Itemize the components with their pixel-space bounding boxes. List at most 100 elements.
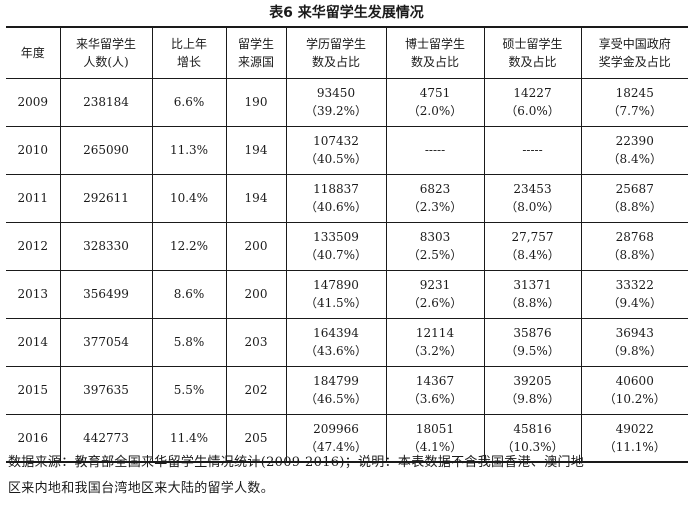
cell-year: 2011: [6, 174, 60, 223]
table-row: 2015 397635 5.5% 202 184799 （46.5%） 14367 （3.6%…: [6, 366, 688, 415]
cell-total: 328330: [59, 222, 152, 271]
cell-growth: 5.5%: [151, 366, 226, 415]
master-count: 14227: [513, 86, 552, 100]
cell-total: 442773: [59, 414, 152, 463]
header-text: 奖学金及占比: [598, 54, 671, 69]
master-share: （8.4%）: [505, 248, 560, 262]
cell-countries: 200: [225, 222, 286, 271]
scholarship-count: 22390: [615, 134, 654, 148]
cell-growth: 8.6%: [151, 270, 226, 319]
cell-growth: 11.3%: [151, 126, 226, 175]
cell-master: 23453 （8.0%）: [483, 174, 581, 223]
cell-master: -----: [483, 126, 581, 175]
header-cell: 年度: [6, 26, 60, 79]
cell-scholarship: 33322 （9.4%）: [580, 270, 688, 319]
master-share: （9.5%）: [505, 344, 560, 358]
cell-year: 2012: [6, 222, 60, 271]
cell-growth: 5.8%: [151, 318, 226, 367]
scholarship-share: （8.8%）: [607, 200, 663, 214]
header-text: 人数(人): [83, 54, 129, 69]
header-text: 博士留学生: [404, 36, 465, 51]
scholarship-count: 18245: [615, 86, 654, 100]
master-count: 31371: [513, 278, 552, 292]
cell-year: 2015: [6, 366, 60, 415]
degree-count: 147890: [313, 278, 359, 292]
phd-count: 18051: [415, 421, 455, 436]
degree-share: （40.6%）: [304, 200, 368, 214]
header-cell: 学历留学生 数及占比: [285, 26, 386, 79]
cell-phd: 14367 （3.6%）: [385, 366, 484, 415]
scholarship-count: 49022: [615, 421, 654, 436]
cell-master: 31371 （8.8%）: [483, 270, 581, 319]
cell-year: 2010: [6, 126, 60, 175]
cell-scholarship: 28768 （8.8%）: [580, 222, 688, 271]
degree-share: （40.5%）: [304, 152, 368, 166]
table-row: 2014 377054 5.8% 203 164394 （43.6%） 12114 （3.2%…: [6, 318, 688, 367]
degree-count: 133509: [313, 230, 359, 244]
cell-phd: -----: [385, 126, 484, 175]
scholarship-count: 33322: [615, 278, 654, 292]
cell-countries: 202: [225, 366, 286, 415]
phd-share: （2.5%）: [407, 248, 463, 262]
scholarship-share: （9.4%）: [607, 296, 663, 310]
phd-count: 14367: [415, 374, 455, 388]
cell-scholarship: 49022 （11.1%）: [580, 414, 688, 463]
header-cell: 享受中国政府 奖学金及占比: [580, 26, 688, 79]
cell-total: 265090: [59, 126, 152, 175]
degree-count: 184799: [313, 374, 359, 388]
cell-year: 2009: [6, 78, 60, 127]
scholarship-share: （8.8%）: [607, 248, 663, 262]
phd-count: 4751: [419, 86, 451, 100]
cell-master: 14227 （6.0%）: [483, 78, 581, 127]
cell-countries: 200: [225, 270, 286, 319]
scholarship-count: 28768: [615, 230, 654, 244]
scholarship-count: 25687: [615, 182, 654, 196]
master-share: （6.0%）: [505, 104, 560, 118]
master-share: （8.0%）: [505, 200, 560, 214]
cell-total: 356499: [59, 270, 152, 319]
cell-degree: 164394 （43.6%）: [285, 318, 386, 367]
cell-year: 2014: [6, 318, 60, 367]
cell-countries: 205: [225, 414, 286, 463]
cell-scholarship: 36943 （9.8%）: [580, 318, 688, 367]
table-title: 表6 来华留学生发展情况: [269, 5, 424, 21]
scholarship-share: （10.2%）: [603, 392, 666, 406]
degree-share: （46.5%）: [304, 392, 368, 406]
scholarship-count: 36943: [615, 326, 654, 340]
phd-share: （4.1%）: [407, 439, 463, 454]
cell-phd: 6823 （2.3%）: [385, 174, 484, 223]
students-table: 年度 来华留学生 人数(人) 比上年 增长 留学生 来源国 学历留学生 数及占比: [6, 26, 688, 463]
cell-growth: 12.2%: [151, 222, 226, 271]
header-row: 年度 来华留学生 人数(人) 比上年 增长 留学生 来源国 学历留学生 数及占比: [6, 26, 688, 79]
master-count: -----: [522, 143, 543, 157]
scholarship-share: （8.4%）: [607, 152, 663, 166]
table-row: 2016 442773 11.4% 205 209966 （47.4%） 18051 （4.1…: [6, 414, 688, 463]
degree-share: （40.7%）: [304, 248, 368, 262]
cell-scholarship: 18245 （7.7%）: [580, 78, 688, 127]
cell-scholarship: 40600 （10.2%）: [580, 366, 688, 415]
table-row: 2010 265090 11.3% 194 107432 （40.5%） ----- ----…: [6, 126, 688, 175]
table-row: 2011 292611 10.4% 194 118837 （40.6%） 6823 （2.3%…: [6, 174, 688, 223]
cell-scholarship: 22390 （8.4%）: [580, 126, 688, 175]
cell-countries: 190: [225, 78, 286, 127]
degree-share: （41.5%）: [304, 296, 368, 310]
master-count: 45816: [513, 421, 552, 436]
cell-degree: 133509 （40.7%）: [285, 222, 386, 271]
cell-master: 45816 （10.3%）: [483, 414, 581, 463]
cell-total: 292611: [59, 174, 152, 223]
cell-phd: 18051 （4.1%）: [385, 414, 484, 463]
source-note: 数据来源：教育部全国来华留学生情况统计(2009-2016)；说明：本表数据不含…: [8, 450, 684, 502]
degree-count: 209966: [313, 421, 359, 436]
header-text: 享受中国政府: [598, 36, 671, 51]
cell-scholarship: 25687 （8.8%）: [580, 174, 688, 223]
scholarship-count: 40600: [615, 374, 654, 388]
header-text: 年度: [20, 45, 45, 60]
cell-degree: 93450 （39.2%）: [285, 78, 386, 127]
scholarship-share: （9.8%）: [607, 344, 663, 358]
cell-growth: 10.4%: [151, 174, 226, 223]
degree-count: 93450: [316, 86, 356, 100]
cell-year: 2016: [6, 414, 60, 463]
header-text: 硕士留学生: [502, 36, 563, 51]
source-note-line: 数据来源：教育部全国来华留学生情况统计(2009-2016)；说明：本表数据不含…: [8, 455, 585, 470]
